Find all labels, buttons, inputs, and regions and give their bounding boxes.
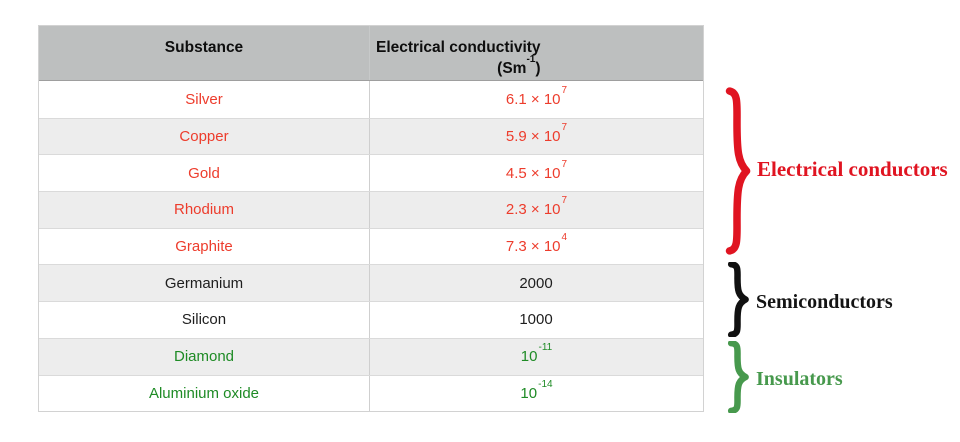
unit-exponent: -1 (526, 53, 536, 65)
table-body: Silver 6.1 × 107 Copper 5.9 × 107 Gold 4… (39, 81, 703, 412)
value-cell: 2000 (369, 265, 703, 302)
table-row: Diamond 10-11 (39, 337, 703, 375)
value-cell: 4.5 × 107 (369, 155, 703, 192)
insulators-curly-brace-icon (724, 341, 751, 413)
substance-cell: Germanium (39, 265, 369, 301)
conductivity-value: 1000 (519, 311, 553, 329)
conductivity-value: 2000 (519, 274, 553, 292)
substance-label: Diamond (173, 348, 235, 366)
value-cell: 7.3 × 104 (369, 228, 703, 265)
substance-label: Rhodium (173, 201, 235, 219)
conductivity-unit: (Sm-1) (497, 53, 541, 77)
table-row: Silicon 1000 (39, 301, 703, 338)
value-cell: 10-11 (369, 338, 703, 375)
table-row: Graphite 7.3 × 104 (39, 227, 703, 265)
table-row: Silver 6.1 × 107 (39, 81, 703, 118)
value-cell: 2.3 × 107 (369, 192, 703, 228)
substance-cell: Copper (39, 119, 369, 155)
conductivity-value: 4.5 × 107 (505, 158, 568, 182)
value-exponent: -14 (538, 378, 553, 390)
value-cell: 5.9 × 107 (369, 118, 703, 155)
substance-cell: Silicon (39, 302, 369, 338)
substance-cell: Graphite (39, 229, 369, 265)
substance-cell: Gold (39, 155, 369, 191)
conductivity-value: 5.9 × 107 (505, 122, 568, 146)
value-exponent: 4 (561, 232, 568, 244)
substance-label: Aluminium oxide (148, 384, 260, 402)
table-row: Copper 5.9 × 107 (39, 117, 703, 155)
substance-cell: Rhodium (39, 192, 369, 228)
table-row: Gold 4.5 × 107 (39, 154, 703, 192)
value-exponent: 7 (561, 122, 568, 134)
table-row: Aluminium oxide 10-14 (39, 374, 703, 412)
conductivity-value: 6.1 × 107 (505, 84, 568, 108)
value-exponent: 7 (561, 158, 568, 170)
value-exponent: 7 (561, 84, 568, 96)
conductivity-value: 2.3 × 107 (505, 195, 568, 219)
substance-label: Gold (188, 164, 220, 182)
conductivity-table: Substance Electrical conductivity (Sm-1)… (38, 25, 704, 413)
substance-column-header: Substance (164, 39, 244, 56)
substance-label: Silicon (181, 311, 227, 329)
value-cell: 1000 (369, 302, 703, 338)
substance-label: Germanium (164, 274, 244, 292)
value-exponent: -11 (538, 342, 553, 354)
conductors-group-label: Electrical conductors (757, 157, 948, 181)
semiconductors-group-label: Semiconductors (756, 291, 893, 313)
value-cell: 6.1 × 107 (369, 81, 703, 118)
value-exponent: 7 (561, 195, 568, 207)
conductivity-header-line1: Electrical conductivity (376, 39, 541, 56)
semiconductors-curly-brace-icon (724, 262, 751, 337)
conductivity-header-text: Electrical conductivity (Sm-1) (376, 37, 541, 79)
conductivity-value: 10-14 (520, 378, 553, 402)
conductivity-column-header: Electrical conductivity (Sm-1) (369, 26, 703, 80)
substance-cell: Diamond (39, 339, 369, 375)
conductors-curly-brace-icon (721, 86, 753, 256)
substance-cell: Silver (39, 81, 369, 118)
table-row: Germanium 2000 (39, 264, 703, 302)
insulators-group-label: Insulators (756, 368, 843, 390)
substance-label: Silver (185, 90, 223, 108)
conductivity-value: 10-11 (520, 342, 553, 366)
substance-cell: Aluminium oxide (39, 376, 369, 412)
table-row: Rhodium 2.3 × 107 (39, 191, 703, 228)
substance-label: Graphite (175, 238, 233, 256)
substance-label: Copper (179, 128, 229, 146)
conductivity-value: 7.3 × 104 (505, 232, 568, 256)
value-cell: 10-14 (369, 375, 703, 412)
table-header-row: Substance Electrical conductivity (Sm-1) (39, 26, 703, 81)
